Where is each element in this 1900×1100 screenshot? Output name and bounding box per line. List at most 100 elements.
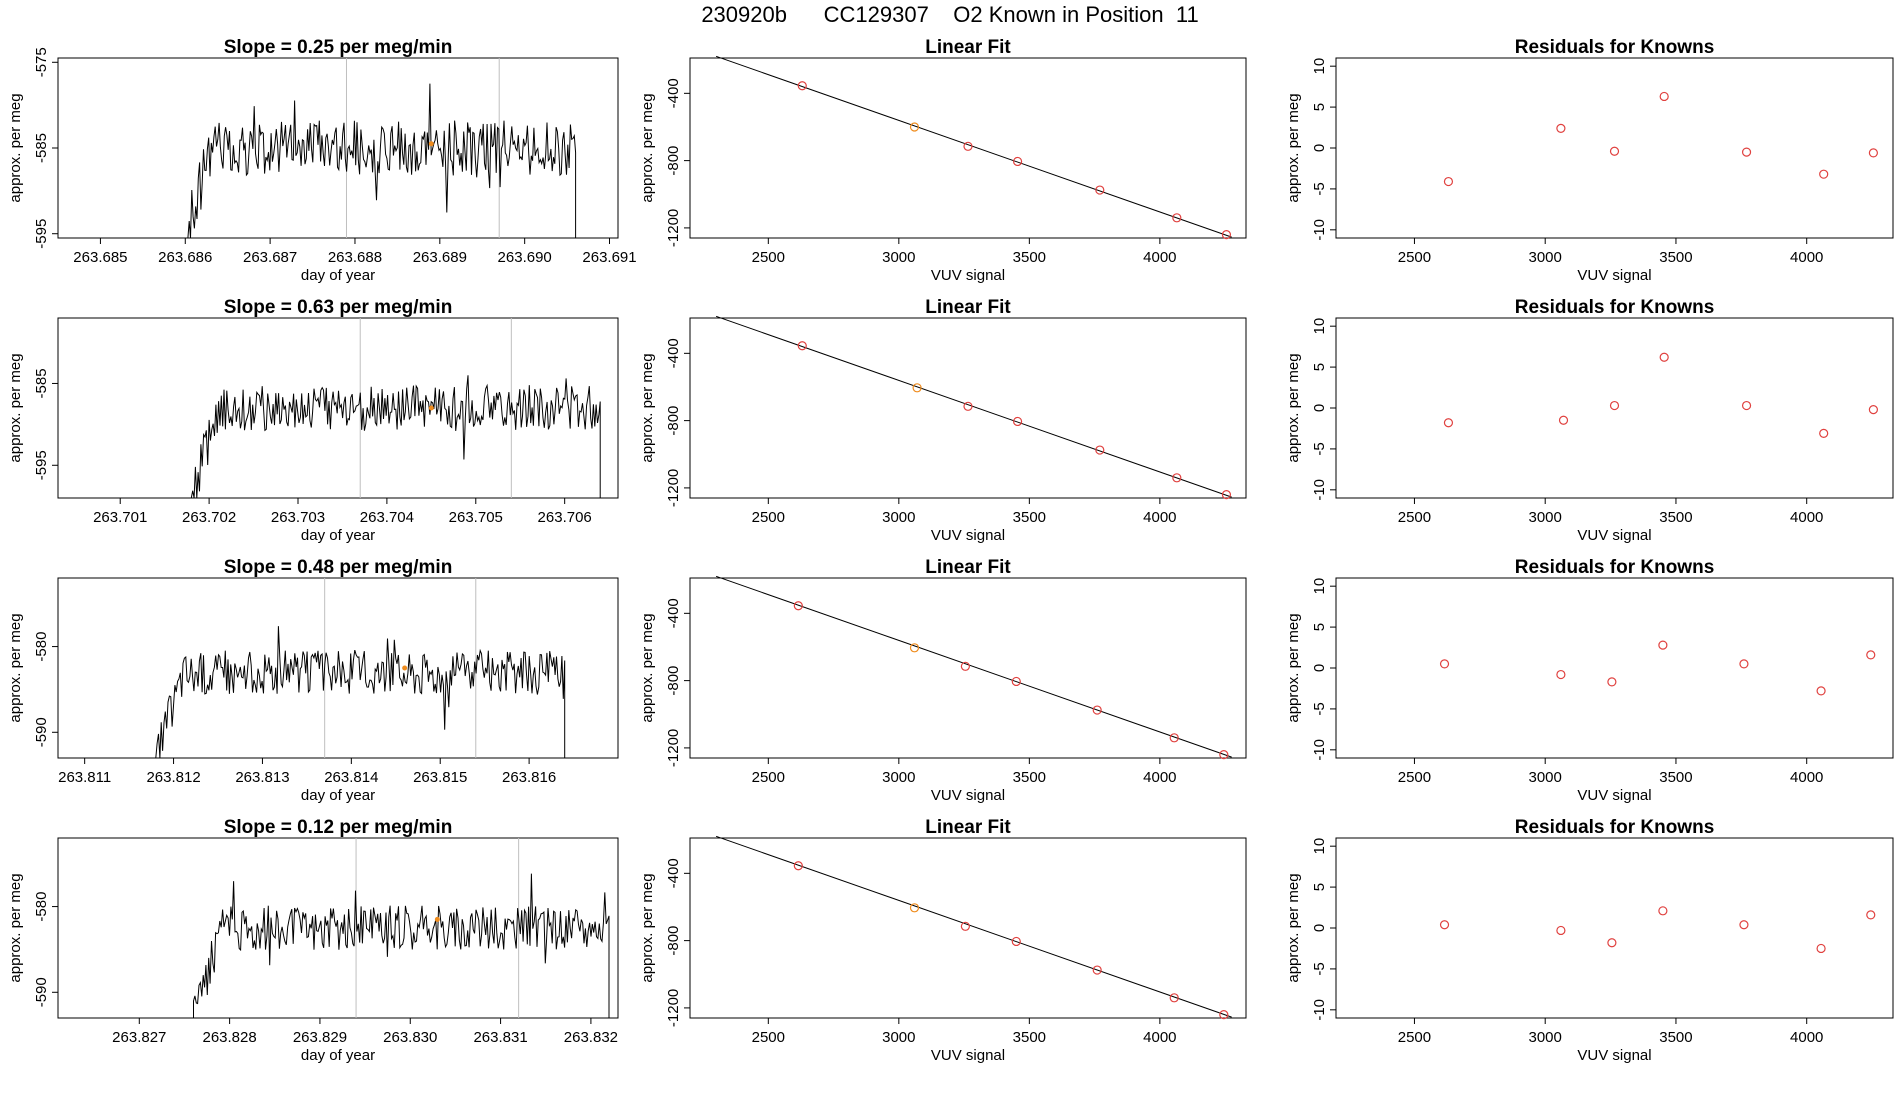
- fit-r1-point-3: [1012, 156, 1023, 167]
- figure-title: 230920b CC129307 O2 Known in Position 11: [701, 2, 1199, 27]
- fit-r1-point-5: [1172, 213, 1182, 223]
- residuals-r3-ylabel: approx. per meg: [1285, 613, 1302, 722]
- fit-r2-fit-line: [715, 315, 1232, 498]
- fit-r1-ytick-label-2: -1200: [665, 209, 682, 247]
- timeseries-r4-xtick-label-0: 263.827: [112, 1029, 166, 1046]
- timeseries-r1-xlabel: day of year: [301, 267, 375, 284]
- fit-r3-point-3: [1011, 676, 1021, 687]
- residuals-r3-ytick-label-3: -5: [1311, 702, 1328, 715]
- fit-r4-ytick-label-1: -800: [665, 926, 682, 956]
- timeseries-r2-xtick-label-0: 263.701: [93, 509, 147, 526]
- timeseries-r2-ytick-label-0: -585: [33, 368, 50, 398]
- residuals-r3-plot-frame: [1335, 577, 1894, 759]
- fit-r4-xlabel: VUV signal: [931, 1047, 1005, 1064]
- fit-r3-xtick-label-0: 2500: [752, 769, 785, 786]
- timeseries-r2-ylabel: approx. per meg: [7, 353, 24, 462]
- timeseries-r3-xtick-label-2: 263.813: [235, 769, 289, 786]
- fit-r1-point-0: [797, 81, 807, 91]
- timeseries-r1-xtick-label-3: 263.688: [328, 249, 382, 266]
- fit-r3-point-1: [909, 643, 920, 653]
- fit-r4-fit-line: [715, 835, 1232, 1018]
- residuals-r2-ylabel: approx. per meg: [1285, 353, 1302, 462]
- fit-r1-ytick-label-0: -400: [665, 78, 682, 108]
- residuals-r3-ytick-label-0: 10: [1311, 578, 1328, 595]
- timeseries-r3-plot-frame: [57, 577, 619, 759]
- timeseries-r3-ylabel: approx. per meg: [7, 613, 24, 722]
- timeseries-r4-xtick-label-4: 263.831: [473, 1029, 527, 1046]
- timeseries-r1-xtick-label-5: 263.690: [498, 249, 552, 266]
- residuals-r4-point-0: [1439, 920, 1450, 930]
- timeseries-r1-xtick-label-2: 263.687: [243, 249, 297, 266]
- residuals-r4-ytick-label-0: 10: [1311, 838, 1328, 855]
- timeseries-r1-xtick-label-0: 263.685: [73, 249, 127, 266]
- fit-r2-xtick-label-1: 3000: [882, 509, 915, 526]
- timeseries-r4-plot-frame: [57, 837, 619, 1019]
- residuals-r2-point-5: [1819, 428, 1829, 438]
- residuals-r3-point-5: [1816, 686, 1826, 696]
- residuals-r1-point-0: [1443, 176, 1454, 187]
- fit-r1-xtick-label-2: 3500: [1013, 249, 1046, 266]
- residuals-r4-title: Residuals for Knowns: [1515, 817, 1715, 838]
- fit-r1-title: Linear Fit: [925, 37, 1011, 58]
- residuals-r2-point-3: [1659, 352, 1669, 362]
- timeseries-r3-highlight-point: [402, 665, 408, 671]
- fit-r3-title: Linear Fit: [925, 557, 1011, 578]
- timeseries-r2-xtick-label-2: 263.703: [271, 509, 325, 526]
- residuals-r1-ytick-label-2: 0: [1311, 144, 1328, 152]
- residuals-r1-xtick-label-3: 4000: [1790, 249, 1823, 266]
- residuals-r4-ylabel: approx. per meg: [1285, 873, 1302, 982]
- fit-r2-plot-frame: [689, 317, 1247, 499]
- residuals-r1-title: Residuals for Knowns: [1515, 37, 1715, 58]
- residuals-r2-xtick-label-0: 2500: [1398, 509, 1431, 526]
- residuals-r3-xtick-label-2: 3500: [1659, 769, 1692, 786]
- timeseries-r4-ylabel: approx. per meg: [7, 873, 24, 982]
- timeseries-r4-highlight-point: [434, 916, 440, 922]
- fit-r4-ylabel: approx. per meg: [639, 873, 656, 982]
- fit-r1-xlabel: VUV signal: [931, 267, 1005, 284]
- residuals-r2-xtick-label-2: 3500: [1659, 509, 1692, 526]
- fit-r2-ytick-label-2: -1200: [665, 469, 682, 507]
- fit-r3-ytick-label-1: -800: [665, 666, 682, 696]
- fit-r3-point-2: [960, 661, 970, 671]
- fit-r3-xtick-label-2: 3500: [1013, 769, 1046, 786]
- timeseries-r1-trace-line: [58, 83, 577, 239]
- residuals-r1-ylabel: approx. per meg: [1285, 93, 1302, 202]
- fit-r3-ytick-label-0: -400: [665, 598, 682, 628]
- fit-r4-point-2: [960, 921, 970, 931]
- fit-r1-ylabel: approx. per meg: [639, 93, 656, 202]
- residuals-r2-title: Residuals for Knowns: [1515, 297, 1715, 318]
- fit-r2-point-2: [963, 401, 973, 411]
- timeseries-r3-xtick-label-0: 263.811: [58, 769, 111, 786]
- residuals-r3-point-6: [1866, 650, 1876, 660]
- residuals-r4-ytick-label-3: -5: [1311, 962, 1328, 975]
- residuals-r2-ytick-label-3: -5: [1311, 442, 1328, 455]
- residuals-r4-ytick-label-1: 5: [1311, 883, 1328, 891]
- residuals-r1-ytick-label-0: 10: [1311, 58, 1328, 75]
- timeseries-r4-xtick-label-1: 263.828: [202, 1029, 256, 1046]
- timeseries-r1-xtick-label-1: 263.686: [158, 249, 212, 266]
- timeseries-r4-xlabel: day of year: [301, 1047, 375, 1064]
- timeseries-r2-xtick-label-1: 263.702: [182, 509, 236, 526]
- residuals-r4-point-1: [1556, 925, 1566, 936]
- residuals-r2-point-1: [1558, 415, 1569, 425]
- residuals-r3-ytick-label-2: 0: [1311, 664, 1328, 672]
- timeseries-r1-ytick-label-1: -585: [33, 133, 50, 163]
- fit-r4-point-3: [1011, 936, 1021, 947]
- timeseries-r3-xtick-label-5: 263.816: [502, 769, 556, 786]
- timeseries-r2-xtick-label-4: 263.705: [449, 509, 503, 526]
- residuals-r4-point-5: [1816, 943, 1826, 954]
- fit-r2-title: Linear Fit: [925, 297, 1011, 318]
- fit-r4-point-6: [1219, 1010, 1229, 1020]
- residuals-r2-xtick-label-3: 4000: [1790, 509, 1823, 526]
- fit-r4-xtick-label-2: 3500: [1013, 1029, 1046, 1046]
- timeseries-r3-xtick-label-4: 263.815: [413, 769, 467, 786]
- residuals-r4-ytick-label-4: -10: [1311, 999, 1328, 1021]
- timeseries-r4-xtick-label-5: 263.832: [564, 1029, 618, 1046]
- residuals-r3-xtick-label-3: 4000: [1790, 769, 1823, 786]
- fit-r2-xtick-label-0: 2500: [752, 509, 785, 526]
- residuals-r4-xtick-label-3: 4000: [1790, 1029, 1823, 1046]
- residuals-r2-plot-frame: [1335, 317, 1894, 499]
- timeseries-r3-xtick-label-1: 263.812: [146, 769, 200, 786]
- timeseries-r3-ytick-label-1: -590: [33, 717, 50, 747]
